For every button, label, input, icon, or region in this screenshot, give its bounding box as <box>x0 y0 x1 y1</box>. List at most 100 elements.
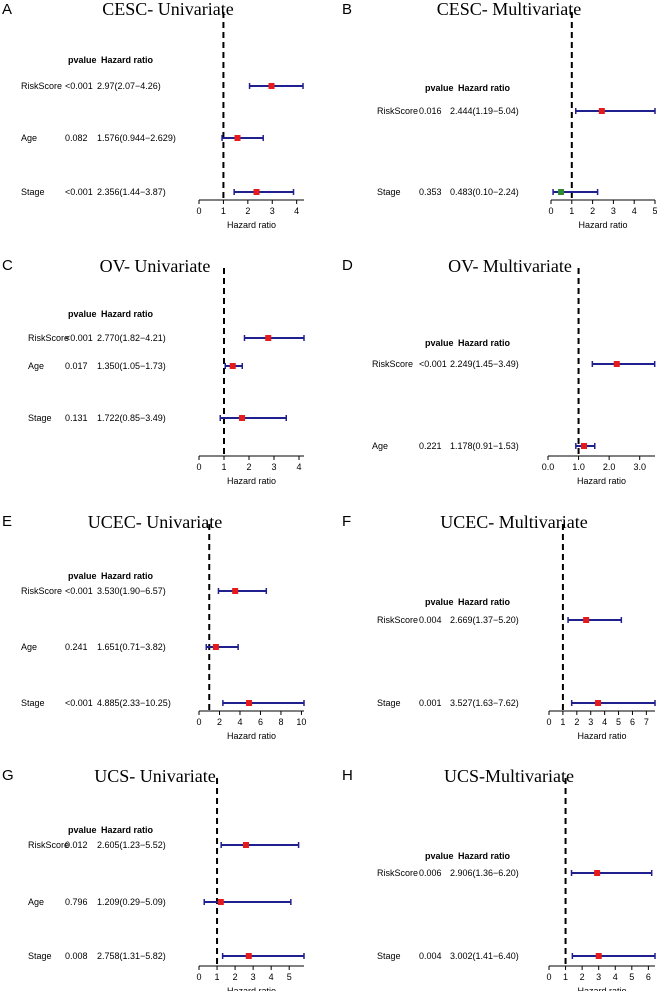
x-tick-label: 1 <box>563 972 568 982</box>
row-hazard-ratio: 1.722(0.85−3.49) <box>97 413 166 423</box>
row-hazard-ratio: 2.249(1.45−3.49) <box>450 359 519 369</box>
row-variable: RiskScore <box>28 840 69 850</box>
pvalue-header: pvalue <box>68 55 97 65</box>
x-axis-label: Hazard ratio <box>577 731 626 741</box>
row-hazard-ratio: 1.178(0.91−1.53) <box>450 441 519 451</box>
x-tick-label: 7 <box>644 717 649 727</box>
x-tick-label: 1 <box>221 462 226 472</box>
row-hazard-ratio: 2.444(1.19−5.04) <box>450 106 519 116</box>
row-variable: RiskScore <box>377 615 418 625</box>
x-tick-label: 6 <box>258 717 263 727</box>
hazard-point <box>265 335 272 341</box>
row-pvalue: 0.012 <box>65 840 88 850</box>
row-variable: Stage <box>377 187 401 197</box>
panel-label: A <box>2 1 12 18</box>
hazard-point <box>232 588 239 594</box>
x-tick-label: 3.0 <box>633 462 646 472</box>
x-tick-label: 10 <box>296 717 306 727</box>
row-hazard-ratio: 0.483(0.10−2.24) <box>450 187 519 197</box>
row-variable: Stage <box>21 187 45 197</box>
row-variable: Age <box>372 441 388 451</box>
x-tick-label: 1 <box>560 717 565 727</box>
row-hazard-ratio: 1.651(0.71−3.82) <box>97 642 166 652</box>
row-hazard-ratio: 2.906(1.36−6.20) <box>450 868 519 878</box>
x-tick-label: 5 <box>629 972 634 982</box>
row-hazard-ratio: 3.527(1.63−7.62) <box>450 698 519 708</box>
hazard-point <box>229 363 236 369</box>
pvalue-header: pvalue <box>68 825 97 835</box>
panel-title: CESC- Univariate <box>102 0 233 19</box>
row-pvalue: <0.001 <box>65 187 93 197</box>
x-tick-label: 0 <box>546 972 551 982</box>
row-pvalue: <0.001 <box>65 698 93 708</box>
x-tick-label: 4 <box>296 462 301 472</box>
row-pvalue: 0.001 <box>419 698 442 708</box>
x-tick-label: 5 <box>616 717 621 727</box>
x-axis-label: Hazard ratio <box>578 220 627 230</box>
row-hazard-ratio: 2.97(2.07−4.26) <box>97 81 161 91</box>
panel-title: OV- Univariate <box>100 256 211 276</box>
x-tick-label: 4 <box>294 206 299 216</box>
row-hazard-ratio: 1.209(0.29−5.09) <box>97 897 166 907</box>
hazard-ratio-header: Hazard ratio <box>101 309 154 319</box>
panel-title: UCS- Univariate <box>94 766 215 786</box>
hazard-point <box>581 443 588 449</box>
x-tick-label: 1.0 <box>572 462 585 472</box>
panel-label: F <box>342 513 351 530</box>
row-variable: Stage <box>21 698 45 708</box>
row-pvalue: 0.016 <box>419 106 442 116</box>
hazard-point <box>246 700 253 706</box>
row-variable: Stage <box>28 951 52 961</box>
x-tick-label: 3 <box>251 972 256 982</box>
panel-title: UCEC- Univariate <box>88 512 222 532</box>
row-hazard-ratio: 4.885(2.33−10.25) <box>97 698 171 708</box>
row-pvalue: 0.241 <box>65 642 88 652</box>
x-tick-label: 0 <box>196 972 201 982</box>
row-pvalue: <0.001 <box>419 359 447 369</box>
row-pvalue: 0.353 <box>419 187 442 197</box>
x-tick-label: 4 <box>613 972 618 982</box>
row-pvalue: <0.001 <box>65 81 93 91</box>
row-hazard-ratio: 2.770(1.82−4.21) <box>97 333 166 343</box>
hazard-point <box>595 953 602 959</box>
row-variable: RiskScore <box>21 81 62 91</box>
hazard-point <box>239 415 246 421</box>
hazard-point <box>245 953 252 959</box>
hazard-point <box>253 189 260 195</box>
panel-label: E <box>2 513 12 530</box>
x-tick-label: 6 <box>646 972 651 982</box>
row-variable: RiskScore <box>372 359 413 369</box>
hazard-point <box>613 361 620 367</box>
row-variable: Age <box>28 897 44 907</box>
x-tick-label: 4 <box>602 717 607 727</box>
row-hazard-ratio: 1.576(0.944−2.629) <box>97 133 176 143</box>
row-pvalue: <0.001 <box>65 333 93 343</box>
row-variable: RiskScore <box>21 586 62 596</box>
panel-label: H <box>342 767 353 784</box>
hazard-point <box>234 135 241 141</box>
hazard-ratio-header: Hazard ratio <box>458 597 511 607</box>
hazard-ratio-header: Hazard ratio <box>101 571 154 581</box>
pvalue-header: pvalue <box>425 851 454 861</box>
x-tick-label: 1 <box>569 206 574 216</box>
pvalue-header: pvalue <box>425 597 454 607</box>
x-tick-label: 4 <box>632 206 637 216</box>
hazard-point <box>268 83 275 89</box>
x-axis-label: Hazard ratio <box>227 986 276 991</box>
x-tick-label: 3 <box>588 717 593 727</box>
x-axis-label: Hazard ratio <box>577 476 626 486</box>
row-hazard-ratio: 1.350(1.05−1.73) <box>97 361 166 371</box>
row-variable: Stage <box>28 413 52 423</box>
x-tick-label: 1 <box>215 972 220 982</box>
row-pvalue: 0.004 <box>419 951 442 961</box>
row-variable: Age <box>21 133 37 143</box>
x-tick-label: 0 <box>196 462 201 472</box>
row-variable: RiskScore <box>377 106 418 116</box>
x-tick-label: 8 <box>278 717 283 727</box>
hazard-point <box>217 899 224 905</box>
x-tick-label: 6 <box>630 717 635 727</box>
hazard-point <box>598 108 605 114</box>
row-variable: RiskScore <box>28 333 69 343</box>
hazard-ratio-header: Hazard ratio <box>458 338 511 348</box>
